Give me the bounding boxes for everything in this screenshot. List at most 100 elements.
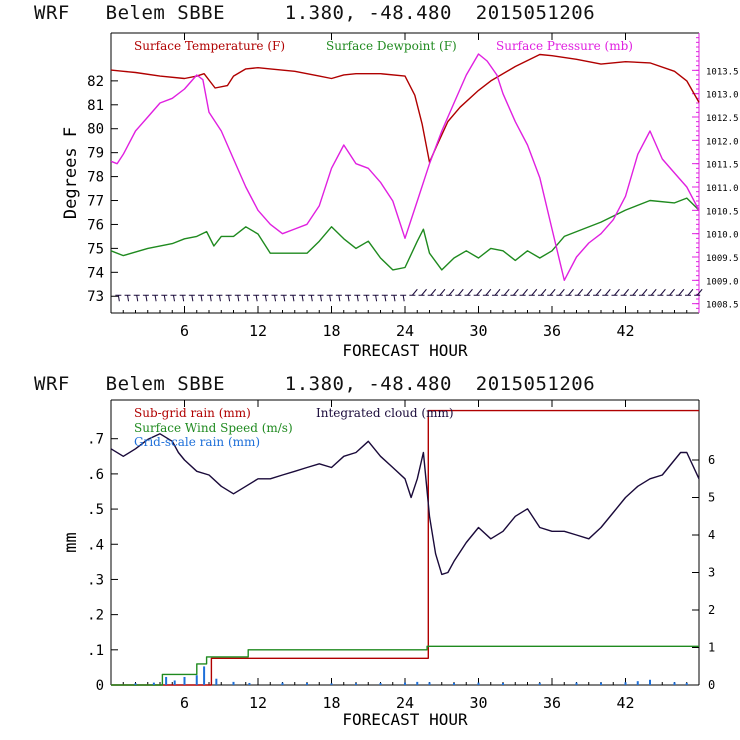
chart1-x-tick-label-30: 30: [469, 322, 487, 340]
chart2-y-left-tick-label-6: .6: [87, 467, 104, 483]
chart2-y-left-tick-label-0: 0: [96, 678, 104, 694]
chart1-wind-barb-flag: [586, 288, 593, 296]
chart1-y-left-tick-label-81: 81: [87, 98, 104, 114]
chart2-x-tick-label-42: 42: [616, 694, 634, 712]
chart1-wind-barb-flag: [237, 295, 240, 302]
chart2-legend-grid-scale-rain-mm: Surface Wind Speed (m/s): [134, 421, 293, 435]
chart1-y-left-tick-label-82: 82: [87, 74, 104, 90]
chart1-y-right-tick-label-1011-0: 1011.0: [706, 184, 739, 194]
chart1-legend-surface-temperature-f: Surface Temperature (F): [134, 39, 285, 53]
chart1-legend-surface-pressure-mb: Surface Pressure (mb): [496, 39, 633, 53]
chart1-wind-barb-flag: [310, 295, 313, 302]
chart1-wind-barbs: [115, 288, 703, 302]
chart2-y-right-tick-label-0: 0: [708, 678, 715, 692]
chart1-wind-barb-flag: [467, 288, 473, 296]
chart1-wind-barb-flag: [513, 288, 519, 296]
chart2-y-left-tick-label-3: .3: [87, 572, 104, 588]
chart2-x-tick-label-36: 36: [543, 694, 561, 712]
chart1-wind-barb-flag: [577, 288, 584, 296]
chart1-wind-barb-flag: [421, 288, 427, 296]
chart1-y-right-tick-label-1008-5: 1008.5: [706, 301, 739, 311]
chart1-wind-barb-flag: [604, 288, 611, 296]
chart1-y-right-tick-label-1013-0: 1013.0: [706, 91, 739, 101]
chart1-coords: 1.380, -48.480: [284, 2, 452, 24]
chart1-wind-barb-flag: [127, 295, 130, 302]
chart1-wind-barb-flag: [200, 295, 203, 302]
chart1-wind-barb-flag: [182, 295, 185, 302]
chart2-y-right-tick-label-1: 1: [708, 641, 715, 655]
chart1-wind-barb-flag: [356, 295, 359, 302]
chart1-y-left-tick-label-79: 79: [87, 146, 104, 162]
chart1-wind-barb-flag: [669, 288, 675, 296]
chart2-y-left-tick-label-5: .5: [87, 502, 104, 518]
chart1-wind-barb-flag: [384, 295, 387, 302]
chart1-y-left-tick-label-80: 80: [87, 122, 104, 138]
chart2-series-surface-wind-speed-m-s: [110, 433, 700, 576]
chart2-y-right-tick-label-2: 2: [708, 603, 715, 617]
chart1-wind-barb-flag: [292, 295, 295, 302]
chart1-wind-barb-flag: [623, 288, 630, 296]
chart1-x-tick-label-12: 12: [249, 322, 267, 340]
chart1-x-tick-label-24: 24: [396, 322, 414, 340]
chart1-y-right-tick-label-1009-0: 1009.0: [706, 277, 739, 287]
chart2-legend-sub-grid-rain-mm: Sub-grid rain (mm): [134, 406, 251, 420]
chart2-y-right-tick-label-6: 6: [708, 453, 715, 467]
chart1-series-surface-dewpoint-f: [110, 197, 700, 271]
chart1-wind-barb-flag: [218, 295, 221, 302]
chart1-wind-barb-flag: [145, 295, 148, 302]
chart1-wind-barb-flag: [329, 295, 332, 302]
chart2-x-tick-label-12: 12: [249, 694, 267, 712]
chart2-x-tick-label-6: 6: [180, 694, 189, 712]
chart2-x-tick-label-24: 24: [396, 694, 414, 712]
chart1-y-left-tick-label-75: 75: [87, 241, 104, 257]
chart1-y-right-tick-label-1009-5: 1009.5: [706, 254, 739, 264]
chart1-y-axis-label: Degrees F: [61, 127, 81, 219]
chart2-run: 2015051206: [475, 373, 596, 395]
chart1-wind-barb-flag: [347, 295, 350, 302]
chart1-x-tick-label-36: 36: [543, 322, 561, 340]
chart1-wind-barb-flag: [494, 288, 501, 296]
chart1-series-surface-pressure-mb: [110, 53, 700, 281]
chart1-wind-barb-flag: [660, 288, 666, 296]
chart2-y-left-tick-label-1: .1: [87, 643, 104, 659]
chart1-wind-barb-flag: [365, 295, 368, 302]
chart1-wind-barb-flag: [172, 295, 175, 302]
chart1-wind-barb-flag: [117, 295, 120, 302]
chart1-y-left-tick-label-74: 74: [87, 265, 104, 281]
chart1-wind-barb-flag: [393, 295, 396, 302]
chart2-x-tick-label-18: 18: [322, 694, 340, 712]
chart1-wind-barb-flag: [503, 288, 510, 296]
chart1-wind-barb-flag: [191, 295, 194, 302]
chart2-y-right-tick-label-5: 5: [708, 491, 715, 505]
chart1-wind-barb-flag: [154, 295, 157, 302]
chart2-series-integrated-cloud-mm: [134, 666, 688, 685]
chart1-wind-barb-flag: [522, 288, 528, 296]
chart1-wind-barb-flag: [228, 295, 231, 302]
chart1-y-right-tick-label-1010-0: 1010.0: [706, 231, 739, 241]
chart1-wind-barb-flag: [457, 288, 464, 296]
chart2-model: WRF: [34, 373, 70, 395]
chart1-wind-barb-flag: [274, 295, 277, 302]
chart1-wind-barb-flag: [549, 288, 556, 296]
chart1-header: WRF Belem SBBE 1.380, -48.480 2015051206: [34, 2, 595, 24]
chart1-wind-barb-flag: [430, 288, 437, 296]
chart1-wind-barb-flag: [246, 295, 249, 302]
chart1-wind-barb-flag: [338, 295, 341, 302]
chart1-wind-barb-flag: [650, 288, 657, 296]
chart1-y-right-tick-label-1012-5: 1012.5: [706, 114, 739, 124]
chart1-wind-barb-flag: [375, 295, 378, 302]
chart1-wind-barb-flag: [687, 288, 694, 296]
chart1-wind-barb-flag: [283, 295, 286, 302]
chart1-wind-barb-flag: [319, 295, 322, 302]
chart1-legend-surface-dewpoint-f: Surface Dewpoint (F): [326, 39, 457, 53]
chart2-y-axis-label: mm: [61, 532, 81, 552]
chart1-series-surface-temperature-f: [110, 53, 700, 163]
chart1-y-right-tick-label-1013-5: 1013.5: [706, 67, 739, 77]
chart1-wind-barb-flag: [696, 288, 703, 296]
chart1-wind-barb-flag: [301, 295, 304, 302]
chart2-legend-integrated-cloud-mm: Grid-scale rain (mm): [134, 435, 260, 449]
chart2-x-tick-label-30: 30: [469, 694, 487, 712]
chart2-header: WRF Belem SBBE 1.380, -48.480 2015051206: [34, 373, 595, 395]
chart2-y-right-tick-label-4: 4: [708, 528, 715, 542]
chart1-run: 2015051206: [475, 2, 596, 24]
